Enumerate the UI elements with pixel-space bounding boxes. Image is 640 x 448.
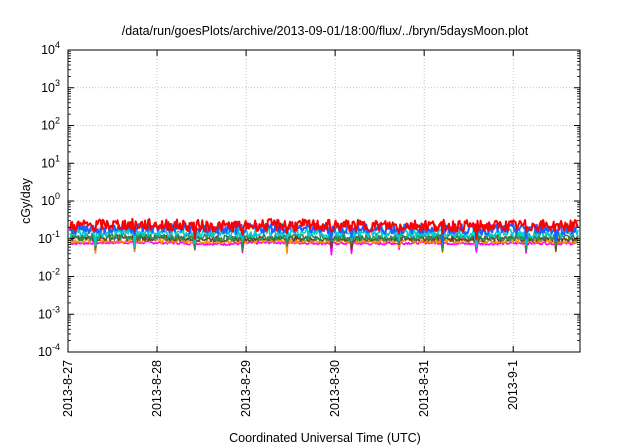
x-tick-labels: 2013-8-27 2013-8-28 2013-8-29 2013-8-30 2013… bbox=[61, 360, 520, 417]
x-tick-label: 2013-8-29 bbox=[239, 360, 253, 417]
y-tick-exponent: 2 bbox=[55, 116, 60, 126]
series-line bbox=[69, 217, 579, 240]
chart-title: /data/run/goesPlots/archive/2013-09-01/1… bbox=[122, 24, 529, 38]
x-tick-label: 2013-8-28 bbox=[150, 360, 164, 417]
y-tick-exponent: -3 bbox=[52, 304, 60, 314]
x-tick-label: 2013-8-27 bbox=[61, 360, 75, 417]
y-tick-exponent: -2 bbox=[52, 267, 60, 277]
series-layer bbox=[69, 217, 579, 256]
y-tick-exponent: 1 bbox=[55, 153, 60, 163]
y-axis-label: cGy/day bbox=[19, 177, 33, 224]
x-tick-label: 2013-8-30 bbox=[328, 360, 342, 417]
y-tick-exponent: 3 bbox=[55, 78, 60, 88]
y-tick-exponent: -4 bbox=[52, 342, 60, 352]
x-tick-label: 2013-9-1 bbox=[506, 360, 520, 410]
y-tick-exponent: 0 bbox=[55, 191, 60, 201]
axis-ticks bbox=[67, 49, 580, 353]
series-line bbox=[69, 227, 579, 249]
y-tick-exponent: 4 bbox=[55, 40, 60, 50]
y-tick-exponent: -1 bbox=[52, 229, 60, 239]
x-tick-label: 2013-8-31 bbox=[417, 360, 431, 417]
x-axis-label: Coordinated Universal Time (UTC) bbox=[229, 431, 421, 445]
